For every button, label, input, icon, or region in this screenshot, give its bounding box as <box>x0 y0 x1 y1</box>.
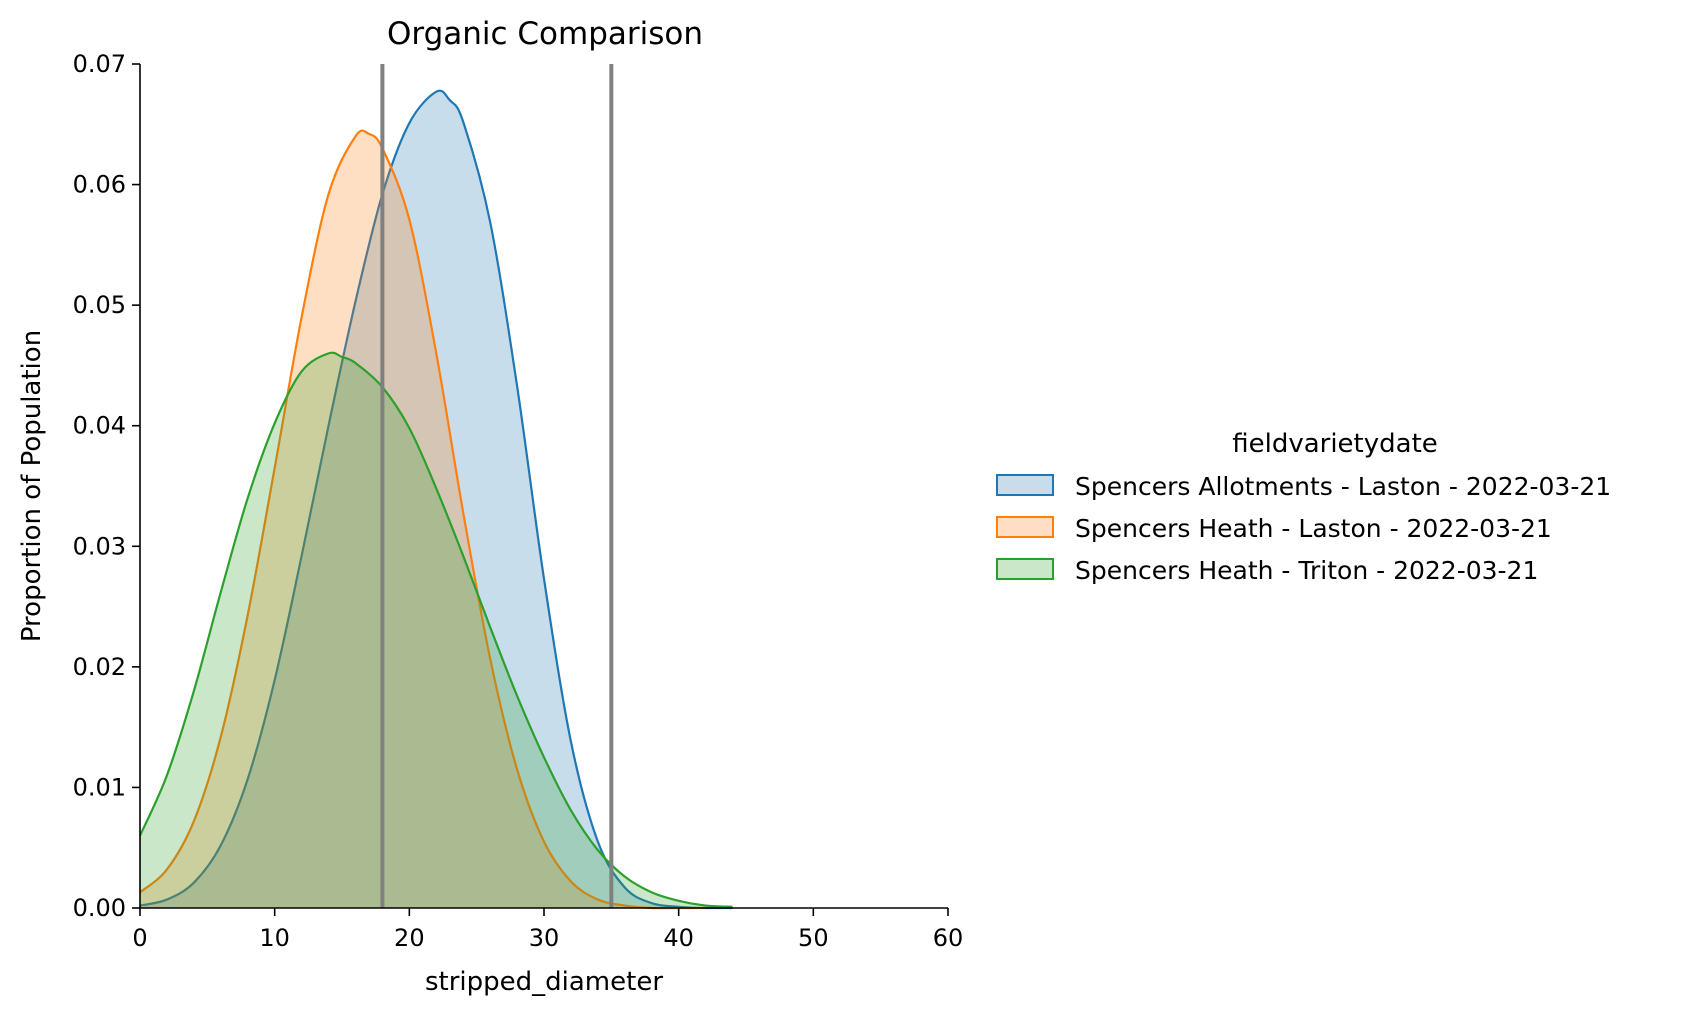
density-fill <box>140 352 733 908</box>
y-tick-label: 0.06 <box>73 171 126 199</box>
legend-swatch <box>996 474 1054 496</box>
density-line <box>138 351 733 908</box>
reference-lines <box>380 64 614 908</box>
density-line <box>139 129 706 910</box>
x-tick-label: 40 <box>663 924 694 952</box>
chart-title: Organic Comparison <box>387 16 703 52</box>
density-fill <box>140 90 733 909</box>
x-tick-label: 10 <box>259 924 290 952</box>
legend-title: fieldvarietydate <box>1232 429 1438 459</box>
density-areas <box>138 89 733 910</box>
legend-item: Spencers Allotments - Laston - 2022-03-2… <box>996 472 1611 501</box>
legend-item: Spencers Heath - Laston - 2022-03-21 <box>996 514 1552 543</box>
legend: fieldvarietydate Spencers Allotments - L… <box>996 429 1611 585</box>
density-fill <box>140 130 706 909</box>
legend-item: Spencers Heath - Triton - 2022-03-21 <box>996 556 1538 585</box>
x-tick-label: 50 <box>798 924 829 952</box>
y-tick-label: 0.01 <box>73 773 126 801</box>
y-tick-label: 0.00 <box>73 894 126 922</box>
legend-label: Spencers Heath - Laston - 2022-03-21 <box>1075 514 1552 543</box>
legend-swatch <box>996 516 1054 538</box>
y-tick-label: 0.07 <box>73 50 126 78</box>
series-spencers-heath-laston-2022-03-21 <box>139 129 706 910</box>
y-tick-label: 0.02 <box>73 653 126 681</box>
y-tick-label: 0.03 <box>73 532 126 560</box>
x-tick-label: 0 <box>132 924 147 952</box>
x-tick-label: 30 <box>529 924 560 952</box>
x-tick-label: 60 <box>933 924 964 952</box>
legend-swatch <box>996 558 1054 580</box>
x-axis-label: stripped_diameter <box>425 967 663 997</box>
x-ticks: 0 10 20 30 40 50 60 <box>132 908 963 952</box>
y-tick-label: 0.04 <box>73 412 126 440</box>
legend-label: Spencers Allotments - Laston - 2022-03-2… <box>1075 472 1611 501</box>
legend-label: Spencers Heath - Triton - 2022-03-21 <box>1075 556 1538 585</box>
x-tick-label: 20 <box>394 924 425 952</box>
y-tick-label: 0.05 <box>73 291 126 319</box>
y-axis-label: Proportion of Population <box>17 330 47 642</box>
legend-items: Spencers Allotments - Laston - 2022-03-2… <box>996 472 1611 585</box>
series-spencers-heath-triton-2022-03-21 <box>138 351 733 908</box>
y-ticks: 0.00 0.01 0.02 0.03 0.04 0.05 0.06 0.07 <box>73 50 140 922</box>
